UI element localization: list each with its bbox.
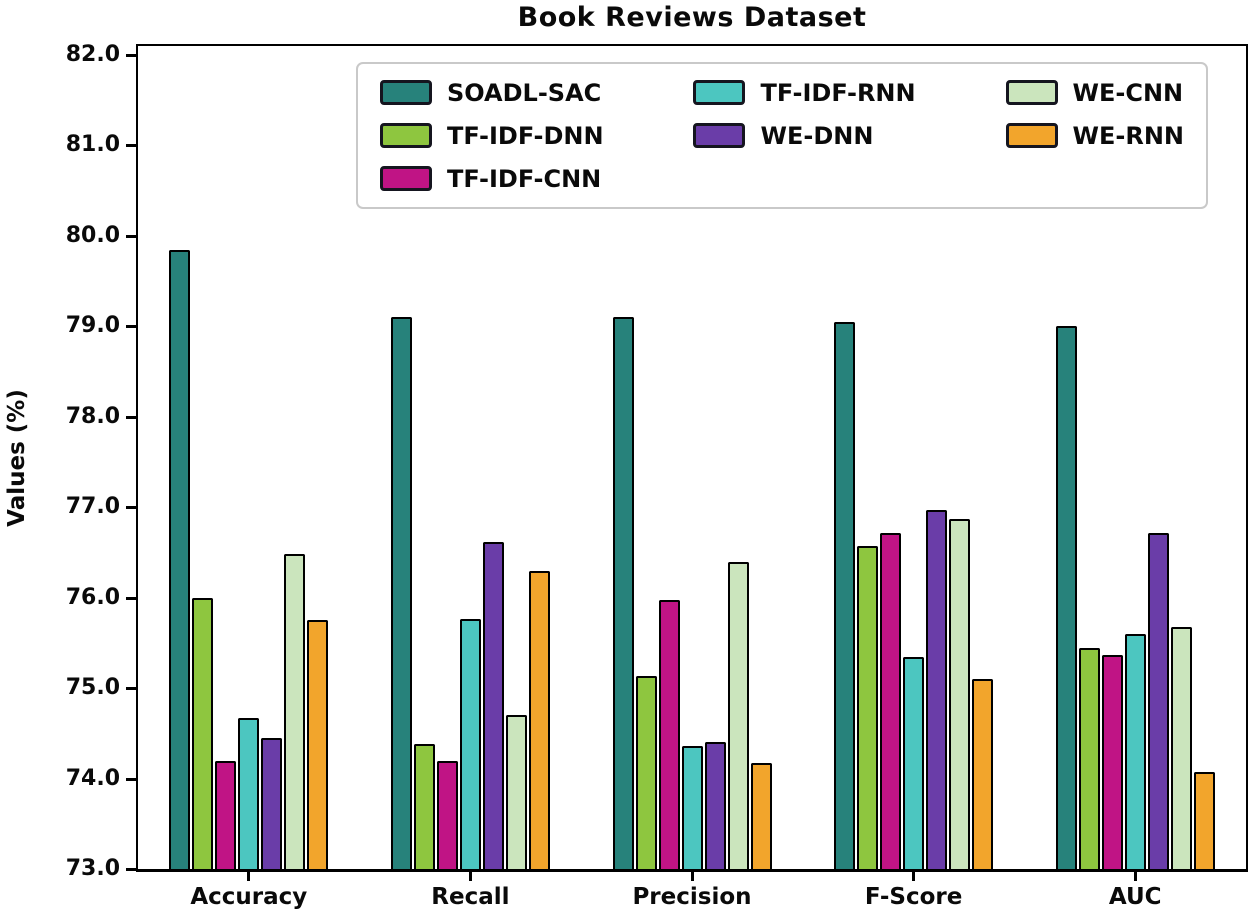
y-tick-label: 74.0 (65, 765, 120, 791)
bar-we-cnn-accuracy (284, 554, 306, 869)
bar-tf-idf-rnn-recall (459, 618, 481, 869)
bar-tf-idf-rnn-auc (1124, 633, 1146, 869)
y-tick-mark (126, 415, 136, 419)
bar-we-cnn-recall (505, 715, 527, 869)
legend-label: WE-CNN (1072, 78, 1184, 107)
bar-soadl-sac-auc (1055, 326, 1077, 869)
x-tick-mark (690, 872, 694, 881)
y-tick-mark (126, 506, 136, 510)
bar-tf-idf-cnn-auc (1101, 654, 1123, 869)
chart-title: Book Reviews Dataset (517, 2, 867, 33)
legend-item-we-rnn: WE-RNN (1005, 120, 1184, 151)
legend-swatch-icon (380, 80, 432, 105)
y-tick-mark (126, 868, 136, 871)
bar-tf-idf-cnn-recall (436, 760, 458, 869)
bar-we-cnn-f-score (949, 519, 971, 869)
bar-tf-idf-rnn-precision (681, 746, 703, 869)
bar-we-dnn-recall (482, 541, 504, 869)
y-tick-mark (126, 234, 136, 238)
y-tick-mark (126, 596, 136, 600)
y-tick-label: 77.0 (65, 494, 120, 520)
y-tick-mark (126, 687, 136, 691)
x-tick-label-accuracy: Accuracy (190, 884, 308, 910)
legend-swatch-icon (1005, 80, 1058, 105)
legend-swatch-icon (380, 123, 432, 148)
bar-tf-idf-rnn-accuracy (238, 718, 260, 869)
y-tick-label: 82.0 (65, 42, 120, 68)
bar-tf-idf-dnn-accuracy (192, 597, 214, 869)
bar-group-auc (1055, 326, 1215, 869)
bar-we-dnn-accuracy (261, 737, 283, 869)
legend-item-soadl-sac: SOADL-SAC (380, 77, 604, 108)
y-tick-label: 78.0 (65, 403, 120, 429)
bar-tf-idf-cnn-f-score (880, 532, 902, 869)
y-axis-label: Values (%) (0, 44, 38, 871)
bar-tf-idf-rnn-f-score (903, 656, 925, 869)
y-tick-label: 79.0 (65, 313, 120, 339)
legend-label: SOADL-SAC (447, 78, 602, 107)
y-tick-label: 80.0 (65, 222, 120, 248)
bar-tf-idf-cnn-accuracy (215, 760, 237, 869)
bar-tf-idf-dnn-recall (413, 744, 435, 869)
bar-tf-idf-dnn-auc (1078, 648, 1100, 869)
bar-we-rnn-accuracy (307, 620, 329, 869)
bar-soadl-sac-precision (612, 317, 634, 869)
legend-label: WE-DNN (760, 121, 874, 150)
legend-swatch-icon (1005, 123, 1058, 148)
legend-item-tf-idf-cnn: TF-IDF-CNN (380, 163, 604, 194)
bar-tf-idf-dnn-f-score (857, 546, 879, 869)
x-tick-label-recall: Recall (431, 884, 510, 910)
legend-item-we-dnn: WE-DNN (693, 120, 915, 151)
y-tick-label: 76.0 (65, 584, 120, 610)
bar-we-cnn-auc (1170, 626, 1192, 869)
plot-area: SOADL-SAC TF-IDF-DNN TF-IDF-CNN TF-IDF-RNN W… (136, 44, 1248, 872)
legend: SOADL-SAC TF-IDF-DNN TF-IDF-CNN TF-IDF-RNN W… (356, 62, 1208, 209)
bar-we-dnn-auc (1147, 532, 1169, 869)
legend-label: TF-IDF-DNN (447, 121, 604, 150)
legend-column: SOADL-SAC TF-IDF-DNN TF-IDF-CNN (380, 77, 604, 194)
legend-column: WE-CNN WE-RNN (1005, 77, 1184, 194)
legend-label: TF-IDF-RNN (760, 78, 916, 107)
bar-soadl-sac-f-score (834, 321, 856, 869)
x-tick-mark (247, 872, 251, 881)
x-tick-label-auc: AUC (1108, 884, 1162, 910)
y-tick-label: 75.0 (65, 675, 120, 701)
legend-label: TF-IDF-CNN (447, 164, 602, 193)
bar-tf-idf-dnn-precision (635, 676, 657, 869)
legend-column: TF-IDF-RNN WE-DNN (693, 77, 916, 194)
x-tick-label-precision: Precision (632, 884, 752, 910)
bar-soadl-sac-accuracy (169, 249, 191, 869)
bar-group-accuracy (169, 249, 329, 869)
x-tick-mark (912, 872, 916, 881)
y-tick-label: 73.0 (65, 856, 120, 881)
y-tick-mark (126, 325, 136, 329)
bar-we-rnn-recall (528, 570, 550, 869)
x-tick-mark (468, 872, 472, 881)
legend-swatch-icon (380, 166, 432, 191)
bar-we-rnn-precision (750, 763, 772, 869)
bar-we-rnn-f-score (972, 679, 994, 869)
bar-group-f-score (834, 321, 994, 869)
bar-soadl-sac-recall (390, 317, 412, 869)
y-tick-mark (126, 144, 136, 148)
legend-label: WE-RNN (1072, 121, 1184, 150)
bar-we-cnn-precision (727, 561, 749, 869)
legend-item-tf-idf-rnn: TF-IDF-RNN (693, 77, 916, 108)
bar-we-dnn-f-score (926, 510, 948, 869)
y-tick-label: 81.0 (65, 132, 120, 158)
bar-we-rnn-auc (1193, 772, 1215, 869)
y-tick-mark (126, 54, 136, 58)
bar-group-recall (390, 317, 550, 869)
x-tick-mark (1133, 872, 1137, 881)
legend-swatch-icon (693, 80, 746, 105)
bar-group-precision (612, 317, 772, 869)
legend-swatch-icon (693, 123, 746, 148)
x-tick-label-f-score: F-Score (864, 884, 963, 910)
legend-item-tf-idf-dnn: TF-IDF-DNN (380, 120, 604, 151)
legend-item-we-cnn: WE-CNN (1005, 77, 1184, 108)
bar-we-dnn-precision (704, 742, 726, 869)
bar-tf-idf-cnn-precision (658, 600, 680, 869)
y-tick-mark (126, 777, 136, 781)
